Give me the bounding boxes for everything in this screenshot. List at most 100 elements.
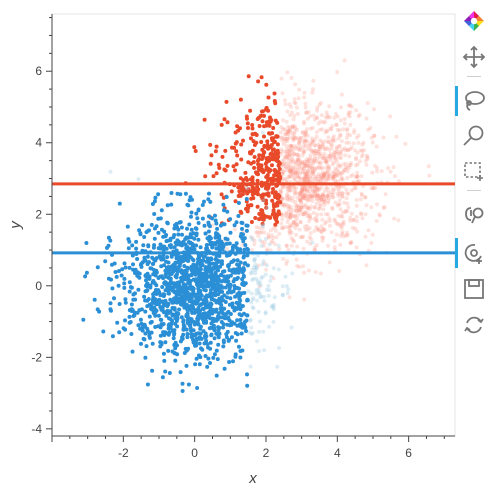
scatter-point: [273, 228, 278, 233]
selected-point: [143, 331, 148, 336]
scatter-point: [267, 324, 272, 329]
scatter-point: [262, 240, 267, 245]
selected-point: [233, 352, 238, 357]
scatter-point: [260, 274, 265, 279]
pan-icon[interactable]: [461, 44, 487, 70]
scatter-point: [330, 205, 335, 210]
box-select-icon[interactable]: [461, 158, 487, 184]
scatter-point: [298, 161, 303, 166]
selected-point: [119, 273, 124, 278]
scatter-point: [292, 151, 296, 156]
scatter-point: [345, 233, 350, 238]
selected-point: [139, 321, 144, 326]
zoom-in-icon[interactable]: [461, 123, 487, 149]
selected-point: [243, 170, 248, 175]
selected-point: [219, 285, 224, 290]
scatter-point: [292, 187, 297, 192]
scatter-point: [301, 169, 306, 174]
selected-point: [173, 358, 178, 363]
scatter-point: [331, 191, 336, 196]
scatter-point: [369, 135, 374, 140]
scatter-point: [363, 158, 368, 163]
selected-point: [231, 289, 236, 294]
selected-point: [190, 246, 194, 250]
scatter-point: [340, 214, 345, 219]
scatter-point: [308, 174, 312, 179]
selected-point: [277, 161, 282, 166]
scatter-point: [291, 170, 296, 175]
selected-point: [126, 246, 131, 251]
scatter-point: [334, 122, 339, 127]
scatter-point: [254, 225, 259, 230]
selected-point: [174, 298, 179, 303]
scatter-point: [327, 260, 332, 265]
scatter-point: [298, 144, 302, 149]
scatter-point: [298, 198, 303, 203]
bokeh-logo-icon[interactable]: [461, 8, 487, 34]
scatter-point: [336, 202, 341, 207]
scatter-point: [359, 193, 364, 198]
scatter-point: [280, 202, 285, 207]
selected-point: [127, 280, 132, 285]
scatter-point: [362, 148, 367, 153]
scatter-point: [262, 230, 267, 235]
selected-point: [177, 291, 182, 296]
scatter-point: [342, 58, 347, 63]
scatter-point: [328, 223, 332, 228]
scatter-point: [325, 145, 330, 150]
scatter-point: [349, 104, 354, 109]
selected-point: [196, 253, 201, 258]
scatter-point: [316, 149, 321, 154]
scatter-point: [334, 232, 339, 237]
scatter-point: [301, 166, 306, 171]
selected-point: [269, 151, 274, 156]
scatter-point: [289, 143, 294, 148]
scatter-point: [321, 156, 326, 161]
selected-point: [197, 295, 202, 300]
scatter-point: [316, 160, 321, 165]
scatter-point: [314, 151, 319, 156]
selected-point: [205, 257, 210, 262]
scatter-point: [373, 185, 378, 190]
scatter-point: [294, 159, 298, 164]
selected-point: [239, 142, 244, 147]
scatter-point: [320, 166, 325, 171]
selected-point: [232, 321, 237, 326]
scatter-point: [288, 159, 293, 164]
scatter-point: [282, 127, 287, 132]
selected-point: [180, 381, 185, 386]
scatter-point: [313, 270, 318, 274]
scatter-point: [302, 297, 307, 302]
scatter-point: [343, 167, 348, 172]
scatter-point: [289, 104, 294, 109]
scatter-point: [298, 196, 303, 201]
scatter-point: [344, 135, 349, 140]
scatter-point: [354, 203, 359, 208]
scatter-point: [372, 133, 377, 138]
scatter-point: [257, 284, 262, 289]
save-icon[interactable]: [461, 276, 487, 302]
selected-point: [149, 319, 154, 324]
scatter-point: [288, 228, 293, 233]
selected-point: [160, 375, 165, 380]
scatter-point: [336, 179, 341, 184]
selected-point: [270, 157, 275, 162]
selected-point: [239, 220, 244, 225]
scatter-point: [287, 102, 292, 107]
selected-point: [144, 283, 148, 288]
hover-icon[interactable]: [455, 238, 487, 268]
selected-point: [208, 306, 213, 311]
lasso-select-icon[interactable]: [455, 86, 487, 116]
scatter-point: [287, 197, 292, 202]
scatter-point: [323, 159, 328, 164]
scatter-point: [289, 168, 294, 173]
scatter-point: [317, 187, 322, 191]
wheel-zoom-icon[interactable]: [461, 202, 487, 228]
selected-point: [142, 235, 147, 239]
reset-icon[interactable]: [461, 312, 487, 338]
selected-point: [215, 299, 219, 304]
scatter-point: [305, 164, 310, 169]
selected-point: [245, 383, 250, 388]
scatter-point: [250, 267, 255, 272]
